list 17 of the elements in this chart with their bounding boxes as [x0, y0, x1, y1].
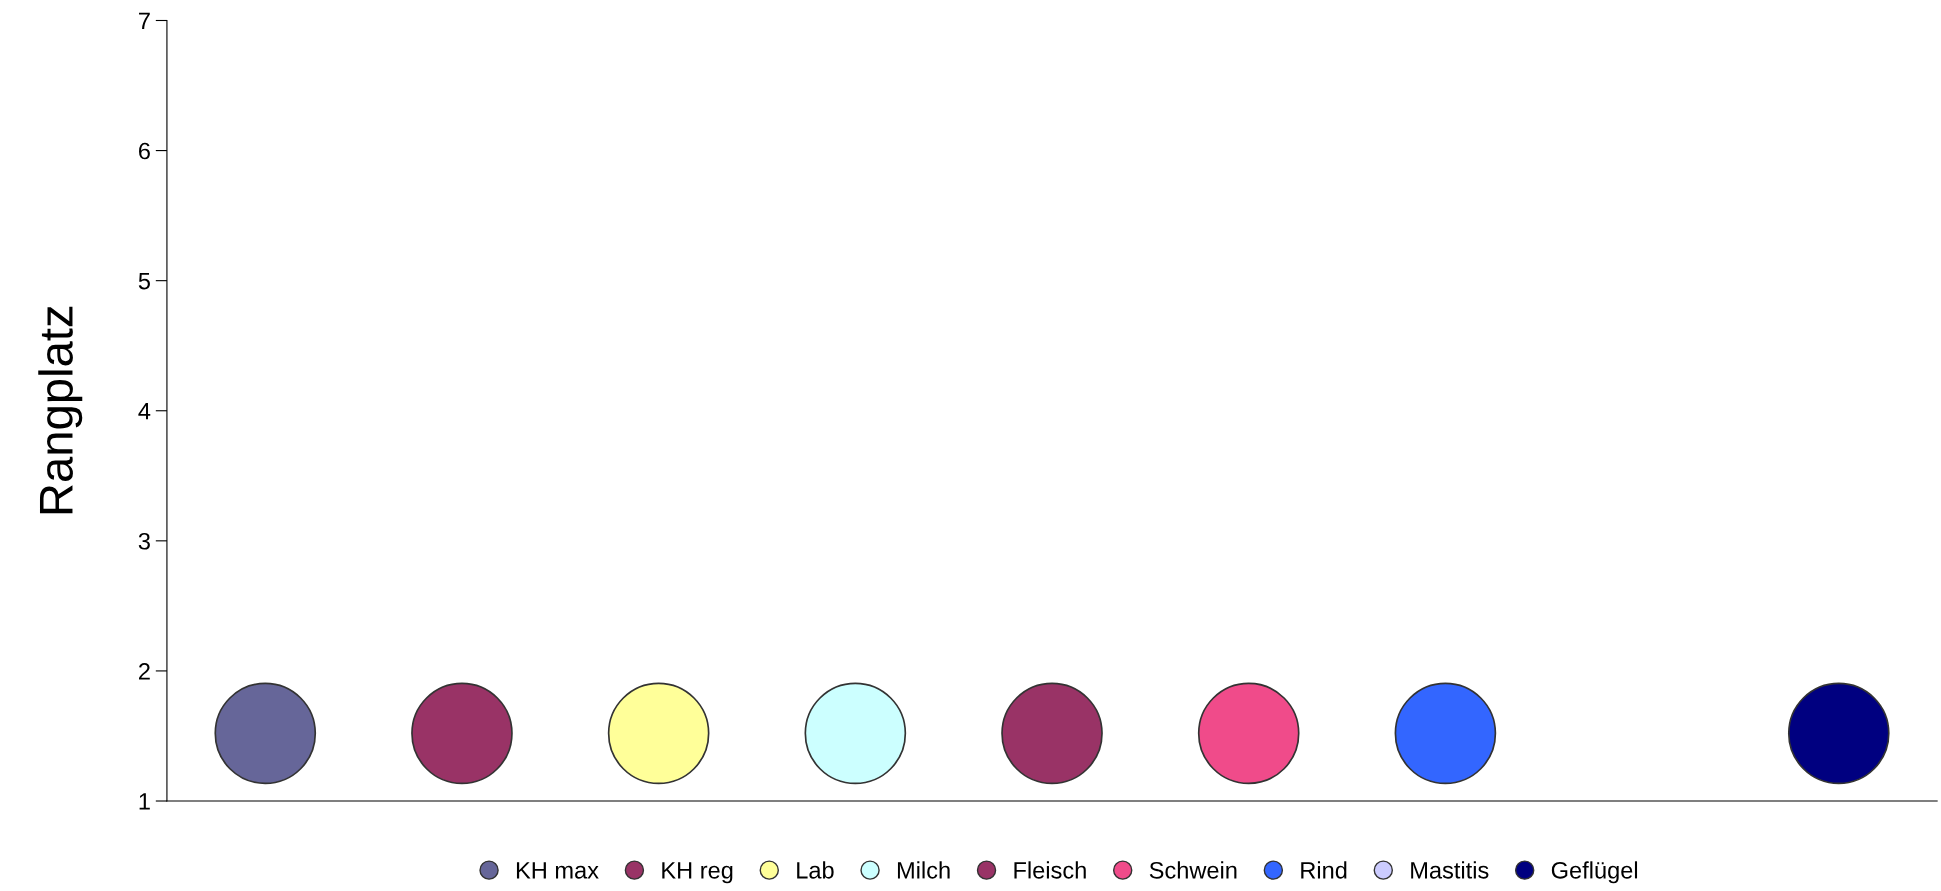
legend-label: Mastitis — [1411, 861, 1489, 879]
y-axis-title: Rangplatz — [38, 306, 83, 514]
legend-label: Fleisch — [1014, 861, 1086, 879]
y-tick-label: 4 — [138, 403, 151, 420]
y-tick-label: 7 — [139, 12, 150, 30]
legend-label: Rind — [1301, 861, 1347, 879]
legend-label: KH max — [516, 862, 599, 879]
legend-label: Geflügel — [1551, 861, 1638, 884]
legend-label: Schwein — [1149, 861, 1237, 879]
y-tick-label: 1 — [139, 793, 150, 810]
y-tick-label: 5 — [138, 272, 150, 290]
y-tick-label: 6 — [139, 142, 150, 160]
legend-label: Lab — [797, 861, 834, 879]
legend-label: KH reg — [662, 862, 733, 884]
legend-label: Milch — [897, 861, 950, 879]
y-tick-label: 2 — [139, 662, 150, 680]
y-tick-label: 3 — [138, 532, 150, 550]
